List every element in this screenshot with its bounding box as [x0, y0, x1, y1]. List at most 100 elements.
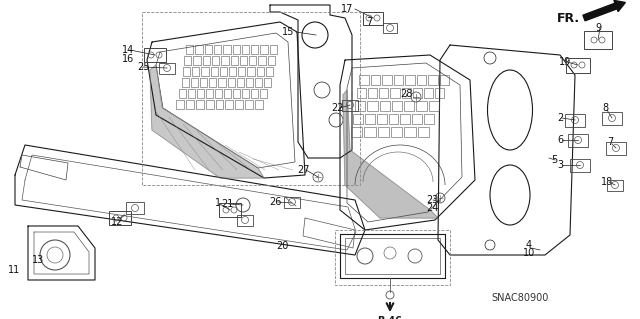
Bar: [412, 114, 422, 124]
Bar: [200, 78, 207, 87]
Bar: [191, 78, 198, 87]
Text: 19: 19: [559, 57, 571, 67]
Bar: [205, 45, 212, 54]
Text: 6: 6: [557, 135, 563, 145]
Text: 24: 24: [426, 203, 438, 213]
Bar: [255, 100, 263, 109]
Bar: [364, 127, 376, 137]
Text: 1: 1: [215, 198, 221, 208]
Bar: [179, 89, 186, 98]
Bar: [216, 100, 223, 109]
Bar: [242, 45, 249, 54]
Text: 17: 17: [341, 4, 353, 14]
Bar: [144, 48, 166, 62]
Bar: [357, 88, 366, 98]
Text: 22: 22: [332, 103, 344, 113]
Bar: [186, 100, 194, 109]
Text: 5: 5: [551, 155, 557, 165]
Text: 9: 9: [595, 23, 601, 33]
Bar: [109, 211, 131, 225]
Bar: [365, 114, 374, 124]
Bar: [266, 67, 273, 76]
Bar: [378, 127, 389, 137]
Bar: [269, 45, 277, 54]
Bar: [259, 56, 266, 65]
Bar: [220, 67, 227, 76]
Bar: [203, 56, 210, 65]
Bar: [264, 78, 271, 87]
Bar: [186, 45, 193, 54]
Bar: [211, 67, 218, 76]
Text: SNAC80900: SNAC80900: [492, 293, 548, 303]
Text: 7: 7: [366, 17, 372, 27]
Bar: [401, 114, 410, 124]
Text: 7: 7: [607, 137, 613, 147]
Bar: [570, 159, 590, 172]
Bar: [367, 101, 378, 111]
Text: 12: 12: [111, 217, 123, 227]
Bar: [390, 88, 399, 98]
Bar: [159, 63, 175, 74]
Text: 25: 25: [137, 62, 149, 72]
Bar: [424, 114, 434, 124]
Bar: [394, 75, 403, 85]
Bar: [380, 88, 388, 98]
Bar: [284, 197, 300, 208]
Bar: [584, 31, 612, 49]
Bar: [607, 180, 623, 191]
Text: 15: 15: [282, 27, 294, 37]
Bar: [215, 89, 222, 98]
Bar: [391, 127, 403, 137]
Bar: [382, 75, 392, 85]
Text: 16: 16: [122, 54, 134, 64]
Bar: [209, 78, 216, 87]
Bar: [380, 101, 390, 111]
Text: 2: 2: [557, 113, 563, 123]
Text: FR.: FR.: [557, 11, 580, 25]
Bar: [353, 114, 363, 124]
Polygon shape: [343, 90, 438, 218]
Bar: [255, 78, 262, 87]
Bar: [196, 100, 204, 109]
Bar: [355, 101, 365, 111]
Bar: [242, 89, 249, 98]
Bar: [435, 88, 444, 98]
Bar: [193, 56, 200, 65]
Bar: [388, 114, 399, 124]
Text: 23: 23: [426, 195, 438, 205]
Bar: [428, 75, 438, 85]
Bar: [184, 56, 191, 65]
Bar: [238, 67, 245, 76]
Text: 10: 10: [523, 248, 535, 258]
Bar: [417, 75, 426, 85]
Text: 14: 14: [122, 45, 134, 55]
Bar: [429, 101, 439, 111]
Bar: [240, 56, 247, 65]
Bar: [249, 56, 257, 65]
Bar: [202, 67, 209, 76]
Bar: [383, 23, 397, 33]
Bar: [206, 89, 213, 98]
Bar: [197, 89, 204, 98]
Bar: [176, 100, 184, 109]
Polygon shape: [150, 65, 264, 178]
Bar: [566, 58, 590, 73]
Bar: [418, 127, 429, 137]
Bar: [192, 67, 200, 76]
Bar: [212, 56, 219, 65]
Bar: [602, 112, 622, 125]
Bar: [417, 101, 427, 111]
Bar: [371, 75, 380, 85]
Bar: [405, 75, 415, 85]
Bar: [565, 114, 585, 127]
Bar: [229, 67, 236, 76]
Bar: [413, 88, 422, 98]
Bar: [251, 45, 259, 54]
Bar: [342, 100, 358, 111]
Bar: [257, 67, 264, 76]
Text: 13: 13: [32, 255, 44, 265]
Bar: [205, 100, 214, 109]
Bar: [221, 56, 228, 65]
Bar: [404, 101, 415, 111]
Bar: [227, 78, 235, 87]
